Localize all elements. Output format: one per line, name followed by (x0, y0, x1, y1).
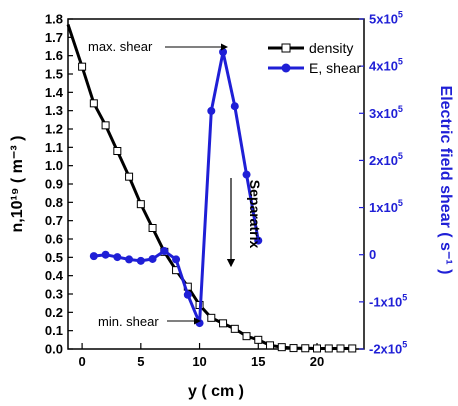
x-axis-title: y ( cm ) (188, 383, 244, 400)
legend: density E, shear (268, 40, 361, 76)
x-tick-label: 0 (78, 354, 85, 369)
separatrix-annotation: Separatrix (226, 178, 263, 268)
shear-point (195, 319, 204, 328)
left-tick-label: 0.4 (45, 268, 64, 283)
left-tick-label: 0.8 (45, 195, 63, 210)
legend-shear-label: E, shear (309, 60, 361, 76)
density-point (313, 344, 322, 353)
density-point (219, 319, 228, 328)
density-point (207, 313, 216, 322)
shear-point (172, 255, 181, 264)
density-point (289, 344, 298, 353)
right-axis-ticks: -2x105 -1x105 0 1x105 2x105 3x105 4x105 5x105 (359, 10, 407, 357)
density-point (254, 335, 263, 344)
right-axis-title: Electric field shear ( s⁻¹ ) (437, 86, 454, 275)
right-tick-label: 1x105 (369, 198, 403, 215)
left-axis-title: n,10¹⁹ ( m⁻³ ) (9, 136, 26, 233)
density-point (78, 62, 87, 71)
shear-point (89, 252, 98, 261)
left-tick-label: 1.0 (45, 158, 63, 173)
density-point (113, 147, 122, 155)
density-point (348, 344, 357, 353)
shear-line (93, 51, 260, 324)
left-tick-label: 0.7 (45, 213, 63, 228)
legend-density-label: density (309, 40, 353, 56)
right-tick-label: 5x105 (369, 10, 403, 27)
x-tick-label: 5 (137, 354, 144, 369)
density-point (301, 344, 310, 353)
shear-point (254, 236, 263, 245)
shear-point (113, 253, 122, 262)
shear-point (160, 246, 169, 255)
density-series (66, 24, 357, 353)
shear-point (219, 48, 228, 56)
legend-density-marker (281, 43, 291, 53)
min-shear-annotation: min. shear (98, 314, 201, 329)
right-tick-label: -1x105 (369, 292, 407, 309)
density-point (101, 121, 110, 130)
min-shear-label: min. shear (98, 314, 159, 329)
legend-shear-marker (281, 63, 291, 73)
density-point (230, 324, 239, 333)
left-tick-label: 0.6 (45, 232, 63, 247)
left-tick-label: 1.7 (45, 30, 63, 45)
x-tick-label: 10 (192, 354, 206, 369)
left-tick-label: 0.3 (45, 287, 63, 302)
density-point (266, 341, 275, 350)
density-point (324, 344, 333, 353)
right-tick-label: 4x105 (369, 57, 403, 74)
left-tick-label: 1.1 (45, 140, 63, 155)
left-tick-label: 0.9 (45, 177, 63, 192)
left-axis-ticks: 0.0 0.1 0.2 0.3 0.4 0.5 0.6 0.7 0.8 0.9 1.0 1.1 1.2 1… (45, 12, 73, 357)
separatrix-label: Separatrix (247, 180, 263, 249)
density-point (148, 224, 157, 232)
left-tick-label: 1.8 (45, 12, 63, 27)
right-tick-label: 0 (369, 247, 376, 262)
right-tick-label: -2x105 (369, 340, 407, 357)
shear-point (183, 290, 192, 299)
shear-point (148, 254, 157, 263)
shear-point (136, 256, 145, 265)
shear-point (230, 102, 239, 111)
shear-point (207, 106, 216, 115)
density-point (89, 99, 98, 108)
right-tick-label: 2x105 (369, 151, 403, 168)
max-shear-label: max. shear (88, 39, 153, 54)
shear-point (125, 255, 134, 264)
right-tick-label: 3x105 (369, 104, 403, 121)
density-point (277, 343, 286, 352)
x-tick-label: 20 (310, 354, 324, 369)
left-tick-label: 1.6 (45, 48, 63, 63)
left-tick-label: 1.5 (45, 67, 63, 82)
left-tick-label: 0.1 (45, 323, 63, 338)
left-tick-label: 1.2 (45, 122, 63, 137)
shear-point (242, 170, 251, 179)
left-tick-label: 0.2 (45, 305, 63, 320)
left-tick-label: 0.0 (45, 342, 63, 357)
x-tick-label: 15 (251, 354, 265, 369)
density-point (242, 332, 251, 341)
left-tick-label: 1.4 (45, 85, 64, 100)
shear-series (89, 48, 263, 328)
density-point (336, 344, 345, 353)
x-axis-ticks: 0 5 10 15 20 (78, 343, 324, 369)
left-tick-label: 0.5 (45, 250, 63, 265)
shear-point (101, 250, 110, 259)
density-point (125, 172, 134, 181)
left-tick-label: 1.3 (45, 103, 63, 118)
max-shear-annotation: max. shear (88, 39, 228, 54)
density-point (136, 200, 145, 209)
